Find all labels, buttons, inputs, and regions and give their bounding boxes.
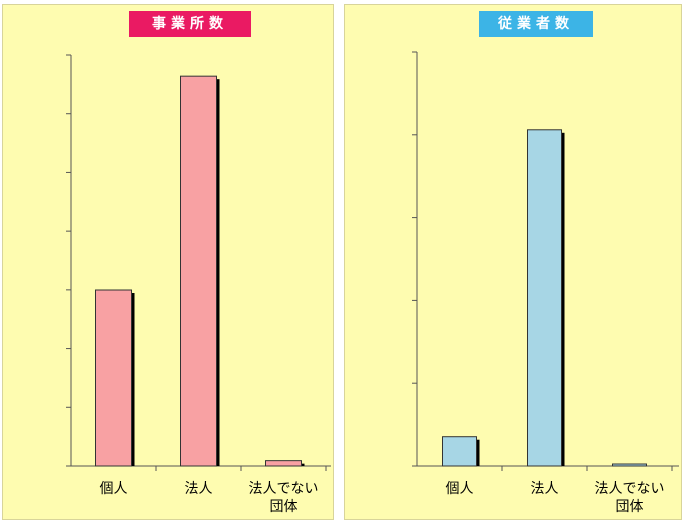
bar-2 — [527, 129, 562, 467]
chart-title: 事業所数 — [129, 11, 251, 37]
category-label: 法人でない団体 — [595, 481, 665, 515]
bar-2 — [180, 75, 217, 467]
employees-chart-panel: 従業者数 個人 法人 法人でない団体 — [344, 4, 682, 520]
establishments-chart-panel: 事業所数 個人 法人 法人でない団体 — [2, 4, 334, 520]
category-label: 法人 — [185, 481, 213, 497]
bar-3 — [265, 460, 302, 467]
category-label: 法人でない団体 — [249, 481, 319, 515]
category-label: 個人 — [446, 481, 474, 497]
bar-1 — [95, 289, 132, 467]
category-label: 個人 — [100, 481, 128, 497]
employees-bar-chart: 個人 法人 法人でない団体 — [412, 51, 679, 515]
chart-title: 従業者数 — [479, 11, 593, 37]
category-label: 法人 — [531, 481, 559, 497]
bar-1 — [442, 436, 477, 467]
bar-3 — [612, 463, 647, 467]
establishments-bar-chart: 個人 法人 法人でない団体 — [66, 54, 331, 515]
